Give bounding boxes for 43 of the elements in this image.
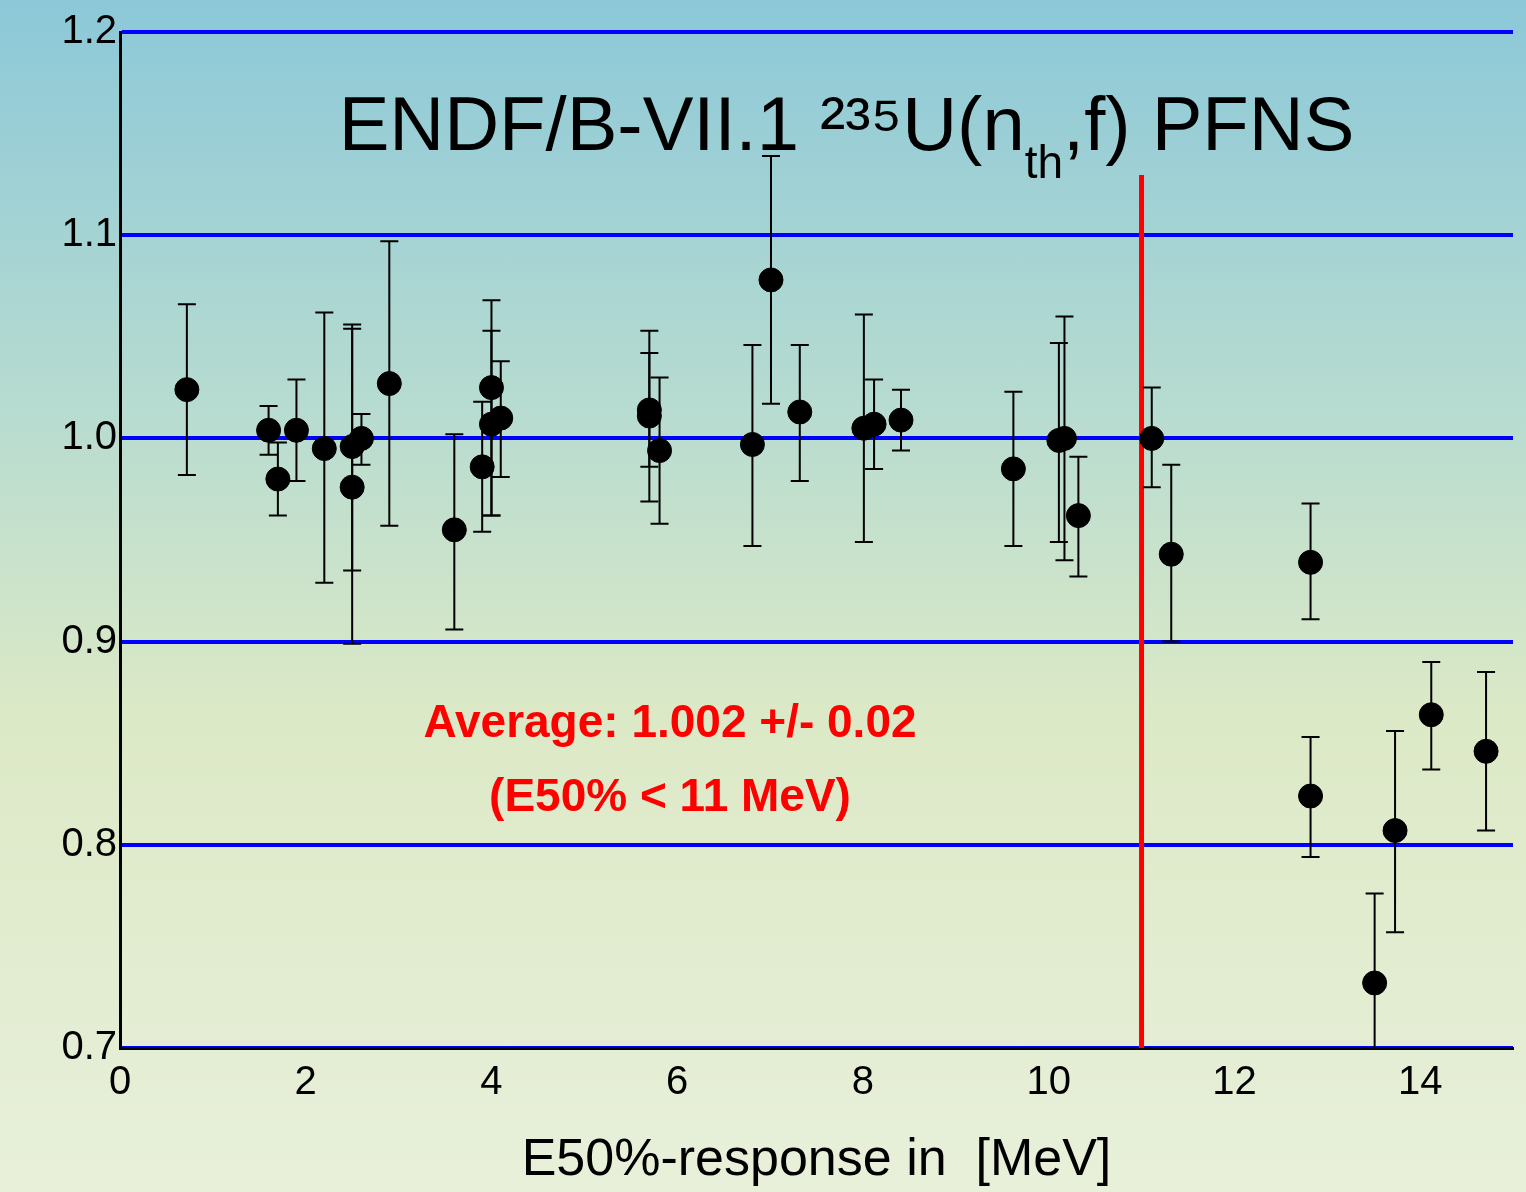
x-tick-label: 6 (666, 1058, 689, 1103)
point (1000, 456, 1026, 482)
point (339, 474, 365, 500)
point (478, 375, 504, 401)
y-tick-label: 1.1 (61, 210, 117, 255)
x-axis-title: E50%-response in [MeV] (521, 1128, 1112, 1187)
point (441, 517, 467, 543)
point (311, 436, 337, 462)
point (488, 405, 514, 431)
point (1382, 818, 1408, 844)
point (283, 417, 309, 443)
x-tick-label: 0 (108, 1058, 132, 1103)
point (265, 466, 291, 492)
point (888, 407, 914, 433)
y-tick-label: 0.8 (61, 819, 117, 864)
y-tick-label: 0.9 (61, 616, 117, 661)
point (469, 454, 495, 480)
point (1362, 970, 1388, 996)
point (647, 438, 673, 464)
x-tick-label: 4 (480, 1058, 503, 1103)
point (1158, 541, 1184, 567)
point (256, 417, 282, 443)
point (1065, 503, 1091, 529)
point (1418, 702, 1444, 728)
x-tick-label: 8 (851, 1058, 875, 1103)
point (1139, 425, 1165, 451)
x-tick-label: 2 (294, 1058, 317, 1103)
point (376, 371, 402, 397)
point (174, 377, 200, 403)
x-tick-label: 14 (1397, 1058, 1443, 1103)
point (758, 267, 784, 293)
x-tick-label: 10 (1026, 1058, 1071, 1103)
point (787, 399, 813, 425)
point (1298, 783, 1324, 809)
point (739, 432, 765, 457)
annotation: (E50% < 11 MeV) (489, 769, 851, 821)
point (1473, 738, 1499, 764)
annotation: Average: 1.002 +/- 0.02 (423, 695, 917, 747)
point (348, 425, 374, 451)
y-tick-label: 1.0 (61, 413, 117, 458)
x-tick-label: 12 (1212, 1058, 1257, 1103)
y-tick-label: 1.2 (61, 7, 117, 52)
point (1298, 549, 1324, 575)
